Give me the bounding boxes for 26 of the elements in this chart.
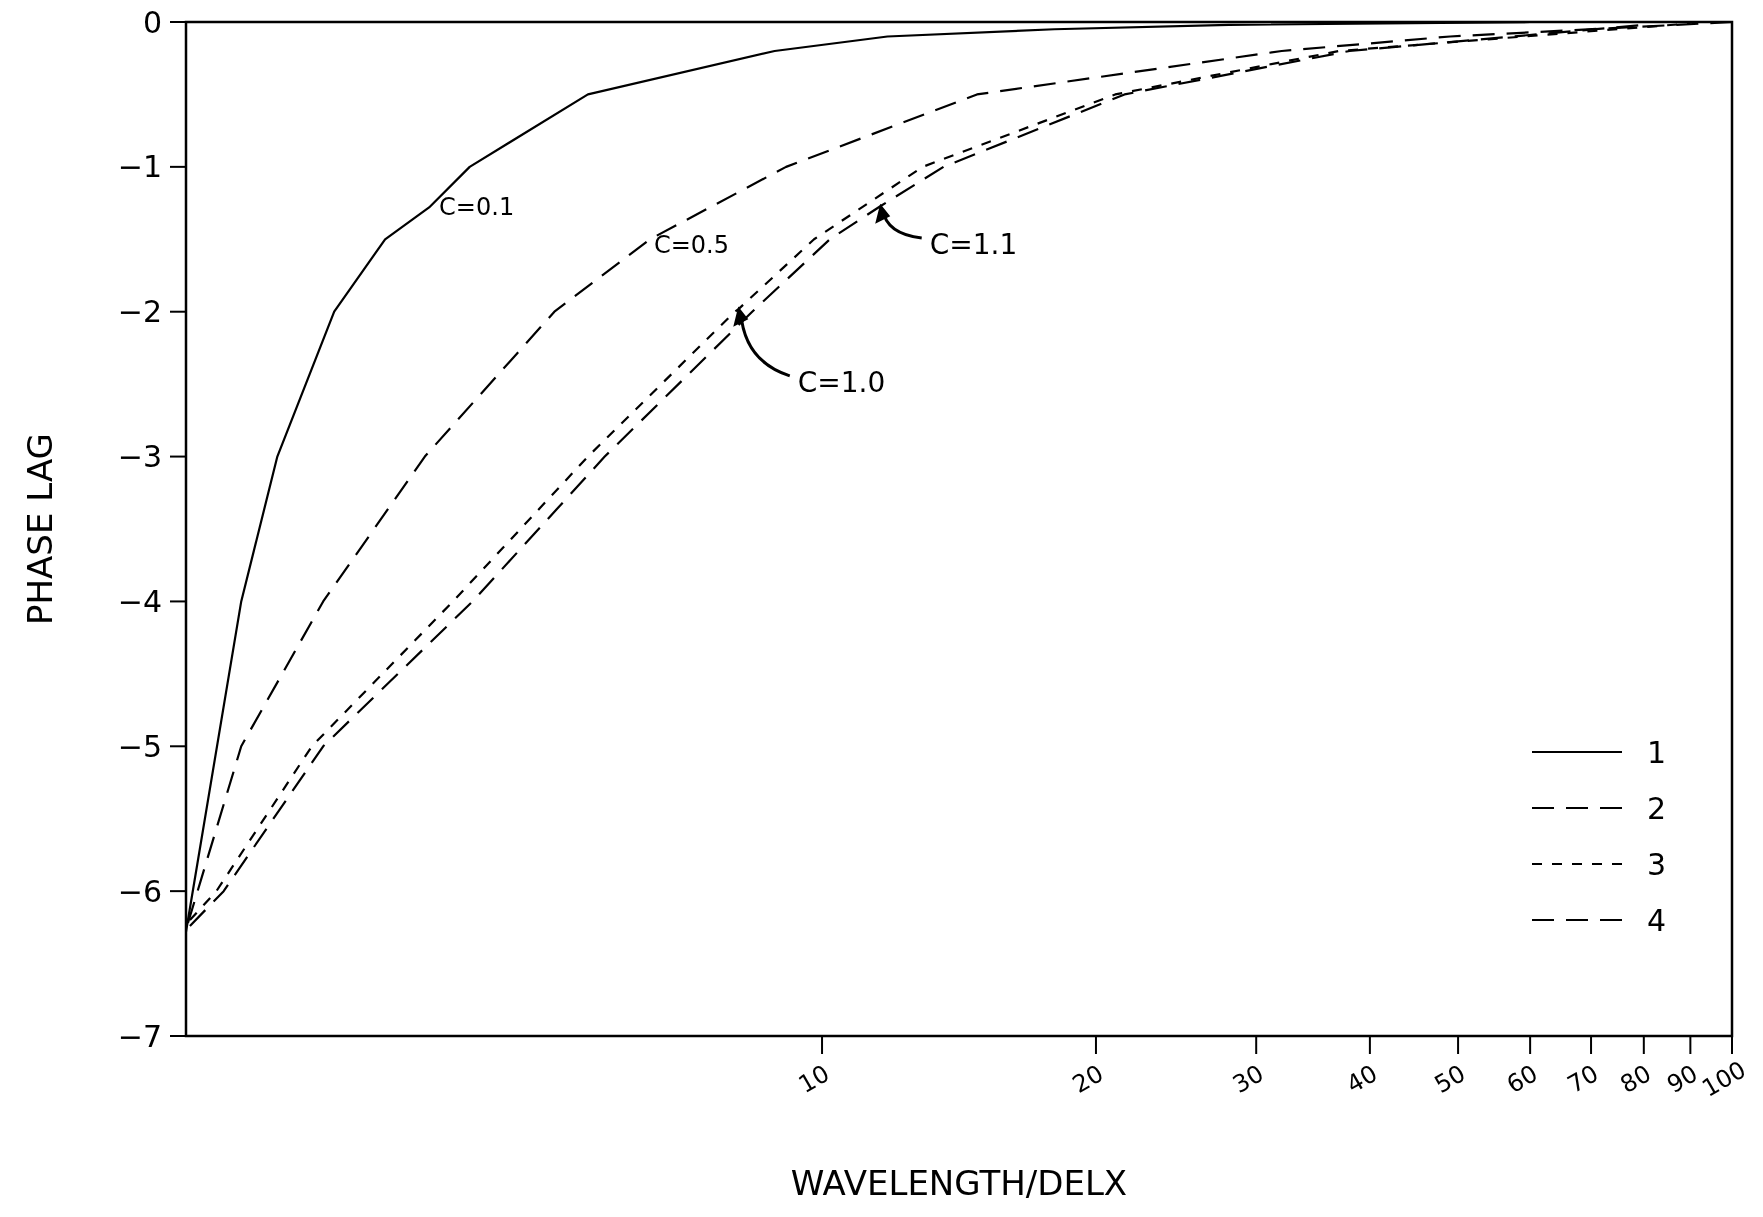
- annotation: C=1.0: [797, 365, 886, 399]
- legend-label: 1: [1647, 734, 1667, 770]
- y-tick-label: −4: [117, 583, 162, 619]
- x-tick-label: 10: [793, 1059, 835, 1099]
- y-tick-label: −5: [117, 728, 162, 764]
- x-tick-label: 80: [1615, 1059, 1657, 1099]
- x-tick-label: 20: [1067, 1059, 1109, 1099]
- y-tick-label: −2: [117, 294, 162, 330]
- legend-label: 3: [1647, 846, 1667, 882]
- annotation: C=0.5: [653, 231, 730, 260]
- y-tick-label: −6: [117, 873, 162, 909]
- x-tick-label: 60: [1501, 1059, 1543, 1099]
- x-axis-title: WAVELENGTH/DELX: [790, 1163, 1128, 1203]
- x-tick-label: 40: [1341, 1059, 1383, 1099]
- legend-label: 4: [1647, 902, 1667, 938]
- y-tick-label: −3: [117, 439, 162, 475]
- y-tick-label: 0: [142, 4, 162, 40]
- x-tick-label: 70: [1562, 1059, 1604, 1099]
- y-axis-title: PHASE LAG: [20, 433, 60, 625]
- x-tick-label: 30: [1227, 1059, 1269, 1099]
- legend-label: 2: [1647, 790, 1667, 826]
- y-tick-label: −1: [117, 149, 162, 185]
- x-tick-label: 50: [1429, 1059, 1471, 1099]
- annotation: C=0.1: [439, 193, 515, 222]
- y-tick-label: −7: [117, 1018, 162, 1054]
- annotation: C=1.1: [929, 227, 1018, 261]
